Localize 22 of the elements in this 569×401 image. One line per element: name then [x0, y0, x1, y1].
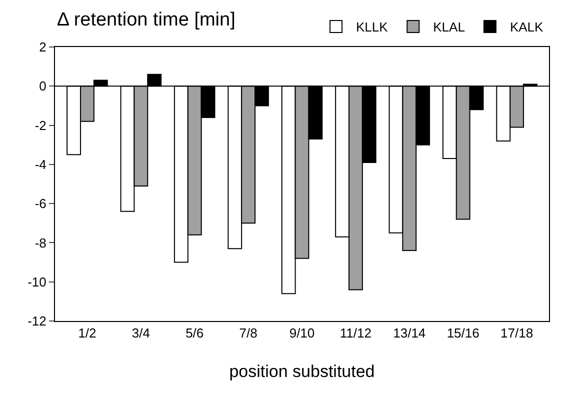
- x-tick-label: 17/18: [500, 326, 534, 341]
- y-tick-label: -8: [34, 235, 46, 250]
- y-tick-label: -4: [34, 156, 46, 172]
- legend-label: KLLK: [356, 20, 388, 35]
- y-tick-label: -12: [28, 314, 46, 329]
- x-tick-label: 9/10: [289, 326, 315, 341]
- legend-label: KALK: [510, 20, 544, 35]
- x-tick-label: 3/4: [132, 326, 150, 341]
- legend-label: KLAL: [433, 20, 465, 35]
- y-tick-label: -10: [28, 274, 46, 290]
- x-tick-label: 13/14: [393, 326, 426, 341]
- x-axis-title: position substituted: [229, 362, 375, 381]
- chart-title: Δ retention time [min]: [56, 9, 236, 30]
- y-tick-label: -2: [34, 118, 46, 133]
- y-tick-label: 0: [39, 78, 46, 94]
- x-tick-label: 5/6: [186, 326, 204, 341]
- x-tick-label: 15/16: [446, 326, 480, 341]
- x-tick-label: 7/8: [239, 326, 258, 341]
- y-tick-label: 2: [39, 40, 46, 55]
- x-tick-label: 1/2: [78, 326, 96, 341]
- y-tick-label: -6: [34, 196, 46, 212]
- x-tick-label: 11/12: [340, 326, 372, 341]
